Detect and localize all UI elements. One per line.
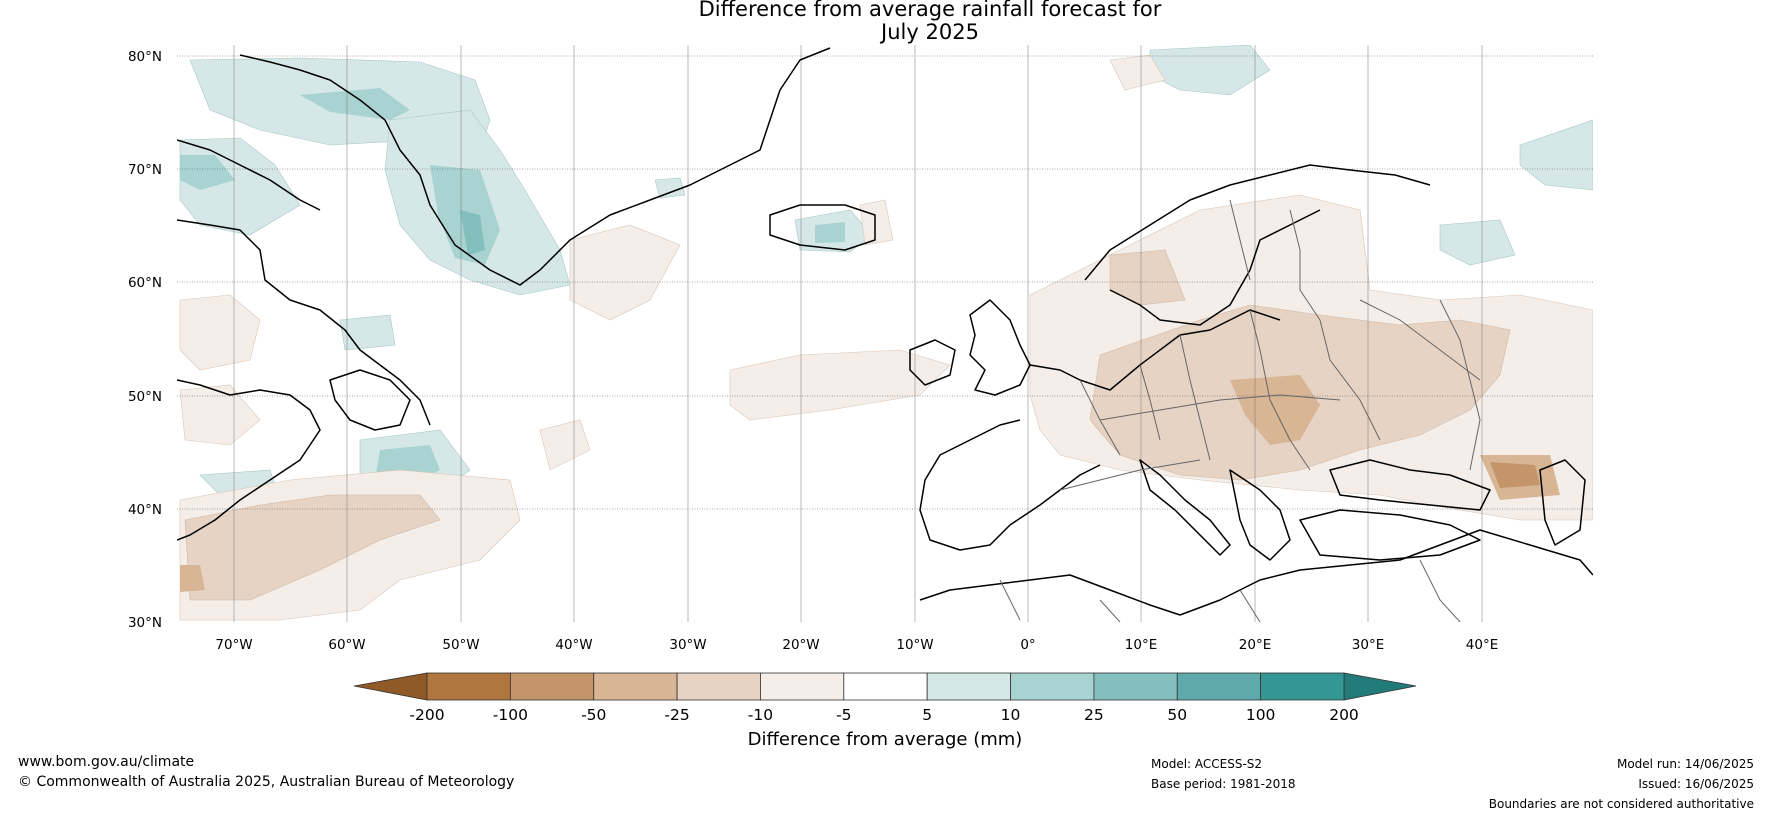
lat-label-50n: 50°N: [128, 389, 162, 405]
colorbar-left-extension: [353, 672, 428, 701]
colorbar-tick-label: -10: [748, 706, 773, 724]
colorbar-tick-label: -200: [409, 706, 444, 724]
colorbar-segment: [676, 672, 761, 701]
footer-model: Model: ACCESS-S2: [1151, 757, 1263, 771]
colorbar-tick-label: 5: [922, 706, 932, 724]
colorbar-tick-label: 25: [1084, 706, 1104, 724]
lon-label-40e: 40°E: [1466, 637, 1498, 653]
colorbar-tick-label: -50: [581, 706, 606, 724]
anomaly-shading: [179, 45, 1593, 621]
colorbar-tick-label: -100: [493, 706, 528, 724]
colorbar-tick-label: 100: [1246, 706, 1276, 724]
footer-copyright: © Commonwealth of Australia 2025, Austra…: [18, 774, 515, 790]
lon-label-20w: 20°W: [782, 637, 819, 653]
colorbar-right-extension: [1343, 672, 1417, 701]
colorbar-segment: [843, 672, 928, 701]
lon-label-50w: 50°W: [442, 637, 479, 653]
colorbar-segment: [926, 672, 1011, 701]
colorbar-segment: [593, 672, 678, 701]
lat-label-60n: 60°N: [128, 275, 162, 291]
country-borders: [999, 199, 1481, 622]
title-line-2: July 2025: [881, 20, 979, 44]
lon-label-10w: 10°W: [896, 637, 933, 653]
colorbar-segment: [1176, 672, 1262, 701]
colorbar-segment: [426, 672, 511, 701]
latitude-labels: 80°N 70°N 60°N 50°N 40°N 30°N: [128, 49, 162, 631]
lon-label-0: 0°: [1020, 637, 1035, 653]
footer-issued: Issued: 16/06/2025: [1638, 777, 1754, 791]
colorbar-tick-label: 10: [1001, 706, 1021, 724]
footer-website[interactable]: www.bom.gov.au/climate: [18, 754, 195, 770]
colorbar-tick-label: -5: [836, 706, 851, 724]
lon-label-10e: 10°E: [1125, 637, 1157, 653]
lon-label-20e: 20°E: [1239, 637, 1271, 653]
lat-label-80n: 80°N: [128, 49, 162, 65]
lat-label-30n: 30°N: [128, 615, 162, 631]
footer-base-period: Base period: 1981-2018: [1151, 777, 1296, 791]
lon-label-40w: 40°W: [555, 637, 592, 653]
footer-model-run: Model run: 14/06/2025: [1616, 757, 1754, 771]
colorbar-legend: -200 -100 -50 -25 -10 -5 5 10 25 50 100 200 Differe…: [353, 672, 1417, 750]
lon-label-60w: 60°W: [328, 637, 365, 653]
colorbar-title: Difference from average (mm): [748, 729, 1023, 750]
colorbar-tick-label: 50: [1167, 706, 1187, 724]
colorbar-segment: [509, 672, 595, 701]
colorbar-tick-label: 200: [1329, 706, 1359, 724]
title-line-1: Difference from average rainfall forecas…: [698, 0, 1162, 21]
colorbar-segment: [1010, 672, 1095, 701]
colorbar-segment: [1093, 672, 1178, 701]
footer-disclaimer: Boundaries are not considered authoritat…: [1488, 797, 1754, 811]
colorbar-tick-label: -25: [664, 706, 689, 724]
lat-label-70n: 70°N: [128, 162, 162, 178]
lon-label-30w: 30°W: [669, 637, 706, 653]
colorbar-segment: [760, 672, 845, 701]
lon-label-70w: 70°W: [215, 637, 252, 653]
colorbar-segment: [1260, 672, 1345, 701]
longitude-labels: 70°W 60°W 50°W 40°W 30°W 20°W 10°W 0° 10…: [215, 637, 1498, 653]
lon-label-30e: 30°E: [1352, 637, 1384, 653]
lat-label-40n: 40°N: [128, 502, 162, 518]
coastlines: [177, 47, 1593, 616]
